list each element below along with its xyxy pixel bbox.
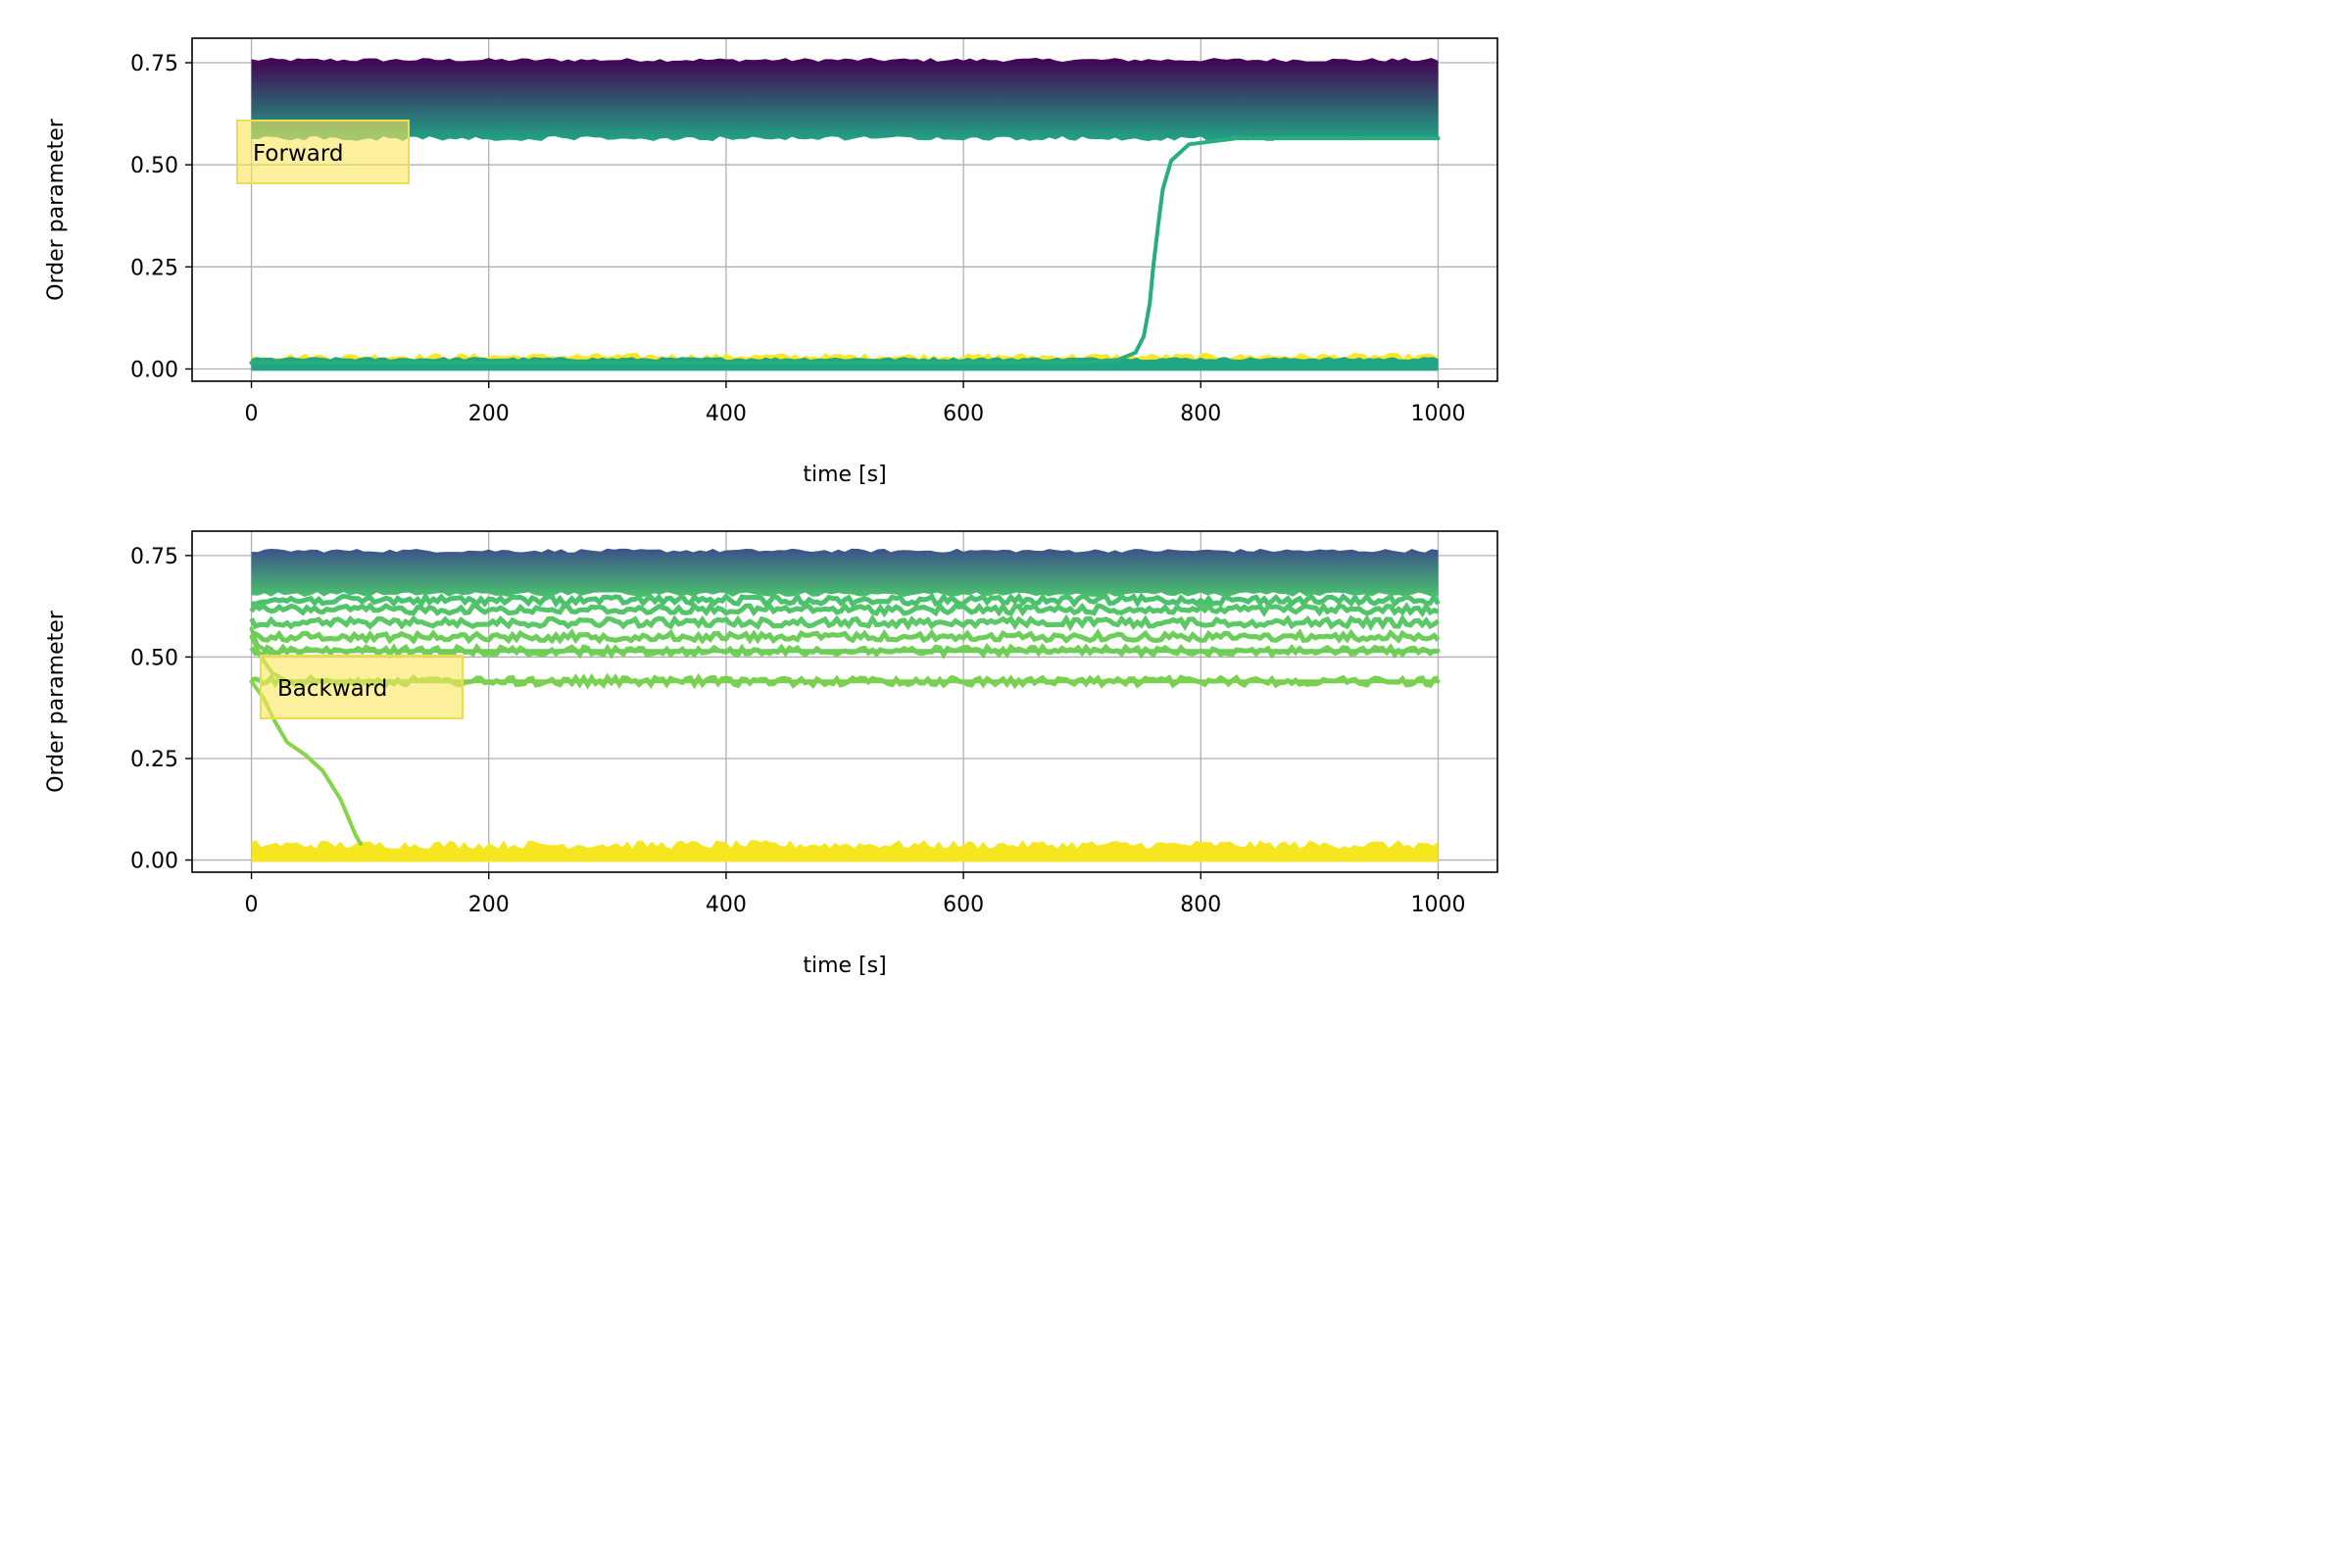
y-tick-label: 0.50: [130, 646, 178, 670]
y-tick-label: 0.50: [130, 154, 178, 178]
y-axis-ticks: 0.00 0.25 0.50 0.75: [130, 52, 192, 383]
y-tick-label: 0.75: [130, 545, 178, 569]
x-tick-label: 200: [468, 893, 510, 917]
plot-area: [249, 58, 1441, 371]
y-axis-label: Order parameter: [44, 118, 69, 301]
figure: 0 200 400 600 800 1000 0.00 0.25 0.50 0.75 time …: [44, 37, 1498, 978]
y-axis-label: Order parameter: [44, 610, 69, 793]
annotation-box: Backward: [260, 655, 464, 719]
series-merge-curve: [249, 626, 1441, 656]
x-tick-label: 400: [706, 893, 747, 917]
series-transition-curve: [249, 136, 1441, 366]
x-tick-label: 1000: [1410, 893, 1465, 917]
x-tick-label: 800: [1180, 893, 1221, 917]
series-stable-line: [249, 613, 1441, 632]
x-axis-ticks: 0 200 400 600 800 1000: [245, 381, 1465, 426]
series-stable-line: [251, 591, 1441, 609]
x-tick-label: 400: [706, 402, 747, 426]
y-tick-label: 0.25: [130, 256, 178, 280]
y-tick-label: 0.00: [130, 850, 178, 874]
x-axis-ticks: 0 200 400 600 800 1000: [245, 872, 1465, 917]
series-band-high: [251, 58, 1439, 141]
y-tick-label: 0.75: [130, 52, 178, 76]
y-axis-ticks: 0.00 0.25 0.50 0.75: [130, 545, 192, 874]
x-tick-label: 0: [245, 402, 259, 426]
y-tick-label: 0.25: [130, 748, 178, 772]
x-tick-label: 800: [1180, 402, 1221, 426]
x-tick-label: 1000: [1410, 402, 1465, 426]
x-tick-label: 200: [468, 402, 510, 426]
series-stable-line: [251, 628, 1441, 645]
x-axis-label: time [s]: [803, 954, 886, 978]
panel-backward: 0 200 400 600 800 1000 0.00 0.25 0.50 0.75 time …: [44, 530, 1498, 978]
series-stable-line: [249, 601, 1440, 618]
panel-forward: 0 200 400 600 800 1000 0.00 0.25 0.50 0.75 time …: [44, 37, 1498, 487]
x-tick-label: 600: [943, 402, 984, 426]
series-band-high: [251, 548, 1439, 597]
y-tick-label: 0.00: [130, 359, 178, 383]
x-tick-label: 600: [943, 893, 984, 917]
axes-frame: [191, 530, 1498, 873]
plot-area: [249, 548, 1441, 862]
x-axis-label: time [s]: [803, 463, 886, 487]
x-tick-label: 0: [245, 893, 259, 917]
annotation-label: Backward: [277, 676, 387, 702]
series-band-low: [251, 840, 1439, 862]
annotation-label: Forward: [253, 141, 344, 167]
axes-frame: [191, 37, 1498, 382]
annotation-box: Forward: [236, 120, 410, 184]
